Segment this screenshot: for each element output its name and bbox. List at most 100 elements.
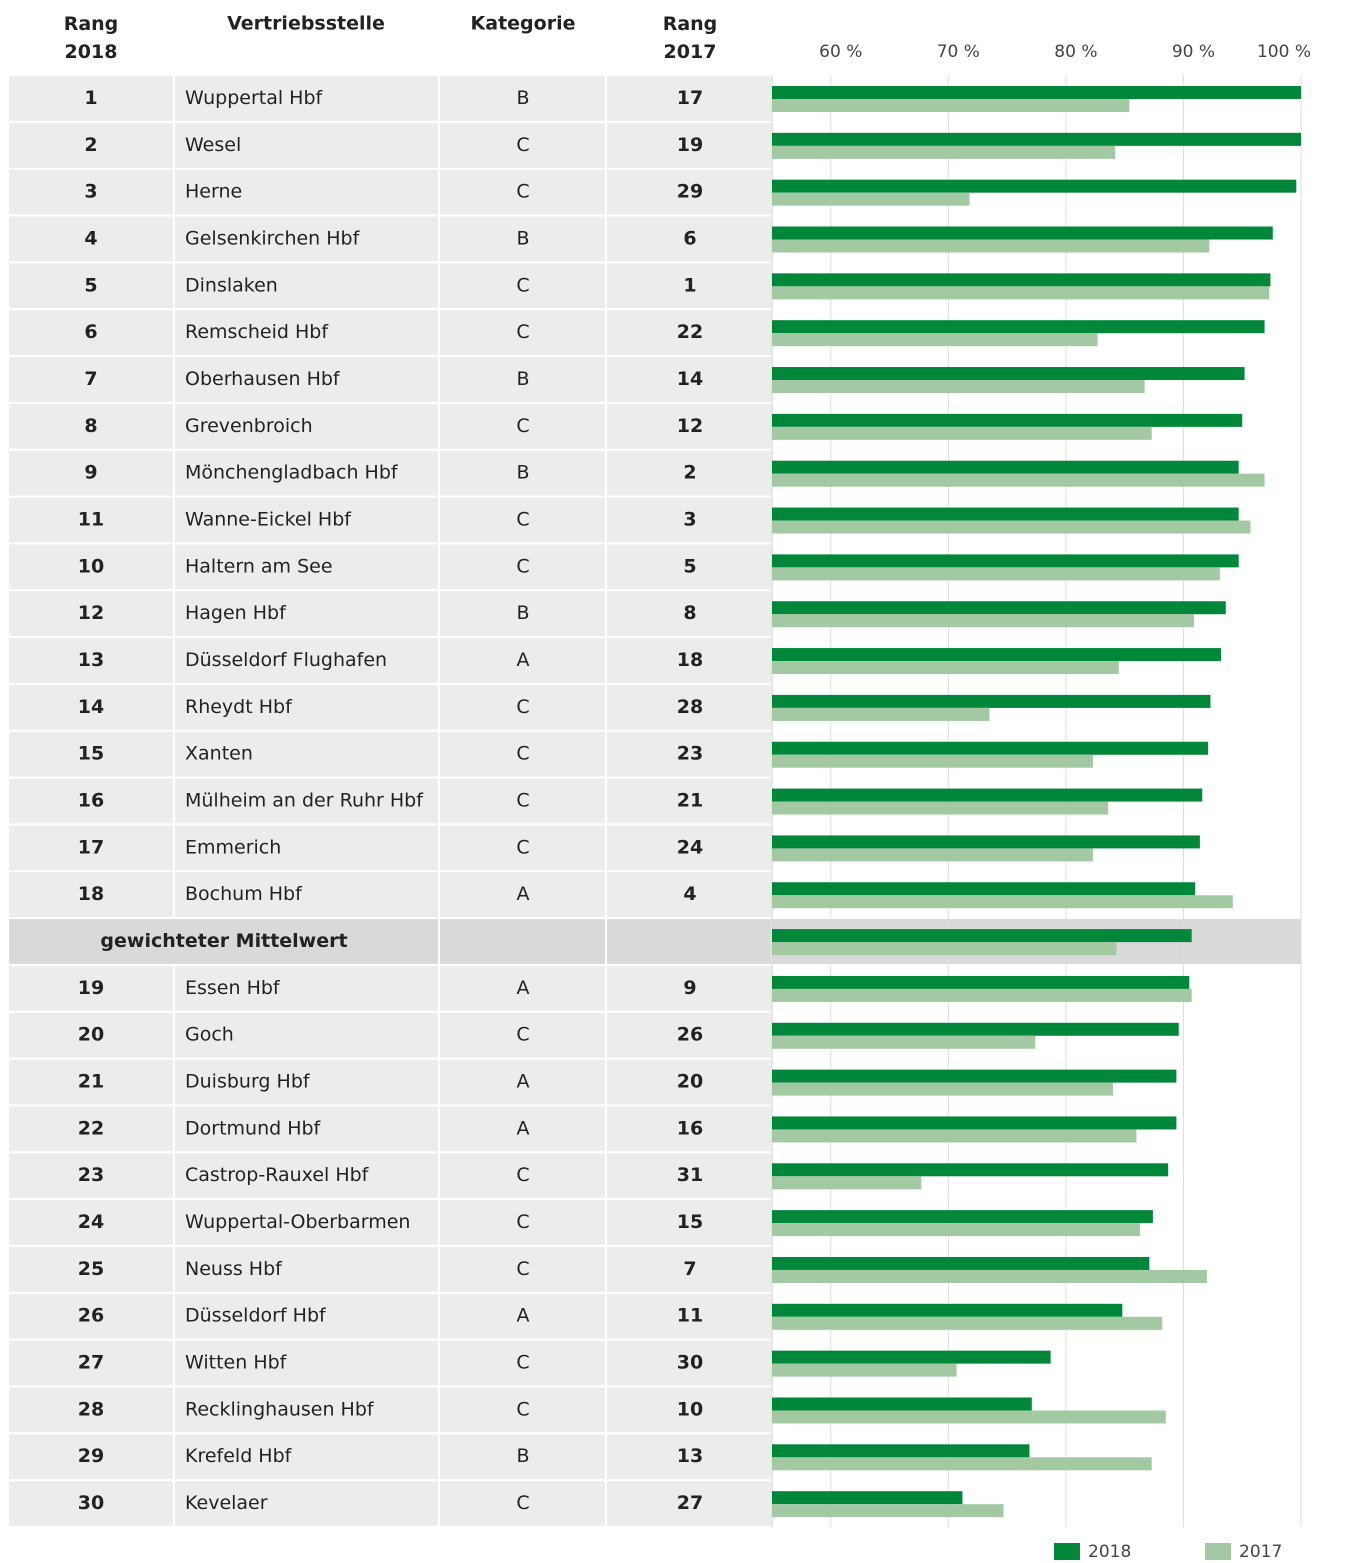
rank-2018: 18 — [78, 883, 104, 905]
column-header: Rang 2018 — [64, 13, 119, 63]
bar — [772, 473, 1265, 487]
bar — [772, 286, 1270, 300]
cell-bg — [607, 778, 771, 824]
category: C — [516, 555, 529, 577]
cell-bg — [607, 310, 771, 356]
category: C — [516, 181, 529, 203]
cell-bg — [440, 450, 605, 496]
bar — [772, 273, 1271, 287]
cell-bg — [175, 450, 438, 496]
category: B — [516, 227, 529, 249]
rank-2018: 3 — [84, 181, 97, 203]
cell-bg — [607, 544, 771, 590]
category: C — [516, 1398, 529, 1420]
cell-bg — [175, 965, 438, 1011]
rank-2018: 23 — [78, 1164, 104, 1186]
x-tick-label: 60 % — [819, 42, 862, 62]
cell-bg — [175, 169, 438, 215]
cell-bg — [175, 122, 438, 168]
bar — [772, 1022, 1179, 1036]
cell-bg — [175, 1106, 438, 1152]
rank-2017: 3 — [683, 508, 696, 530]
cell-bg — [9, 825, 173, 871]
bar — [772, 226, 1273, 240]
bar — [772, 1316, 1163, 1330]
legend-label: 2018 — [1088, 1542, 1131, 1562]
bar — [772, 333, 1098, 347]
category: B — [516, 368, 529, 390]
cell-bg — [440, 263, 605, 309]
station-name: Grevenbroich — [185, 415, 313, 437]
station-name: Mülheim an der Ruhr Hbf — [185, 790, 424, 812]
rank-2017: 18 — [677, 649, 703, 671]
bar — [772, 1350, 1051, 1364]
rank-2017: 27 — [677, 1492, 703, 1514]
cell-bg — [607, 638, 771, 683]
station-name: Herne — [185, 181, 242, 203]
cell-bg — [9, 638, 173, 683]
cell-bg — [175, 1387, 438, 1433]
row-bg — [607, 919, 771, 964]
rank-2017: 10 — [677, 1398, 703, 1420]
station-name: Haltern am See — [185, 555, 333, 577]
category: C — [516, 836, 529, 858]
rank-2018: 28 — [78, 1398, 104, 1420]
x-tick-label: 70 % — [937, 42, 980, 62]
rank-2017: 13 — [677, 1445, 703, 1467]
cell-bg — [175, 310, 438, 356]
rank-2018: 11 — [78, 508, 104, 530]
cell-bg — [607, 1012, 771, 1058]
cell-bg — [440, 1012, 605, 1058]
cell-bg — [440, 684, 605, 730]
rank-2018: 19 — [78, 977, 104, 999]
cell-bg — [607, 263, 771, 309]
cell-bg — [9, 1481, 173, 1526]
station-name: Castrop-Rauxel Hbf — [185, 1164, 370, 1186]
category: B — [516, 462, 529, 484]
category: C — [516, 790, 529, 812]
cell-bg — [9, 1246, 173, 1292]
cell-bg — [9, 591, 173, 637]
cell-bg — [175, 731, 438, 777]
rank-2017: 31 — [677, 1164, 703, 1186]
rank-2018: 2 — [84, 134, 97, 156]
cell-bg — [9, 310, 173, 356]
cell-bg — [9, 778, 173, 824]
station-name: Mönchengladbach Hbf — [185, 462, 399, 484]
bar — [772, 648, 1222, 662]
cell-bg — [9, 76, 173, 121]
rank-2017: 29 — [677, 181, 703, 203]
station-name: Wuppertal Hbf — [185, 87, 324, 109]
category: C — [516, 1258, 529, 1280]
category: C — [516, 696, 529, 718]
bar — [772, 788, 1203, 802]
category: A — [517, 883, 530, 905]
category: B — [516, 602, 529, 624]
cell-bg — [607, 825, 771, 871]
cell-bg — [440, 872, 605, 918]
rank-2017: 7 — [683, 1258, 696, 1280]
cell-bg — [175, 1153, 438, 1199]
mean-label: gewichteter Mittelwert — [100, 930, 347, 952]
cell-bg — [175, 544, 438, 590]
cell-bg — [175, 263, 438, 309]
legend-label: 2017 — [1239, 1542, 1282, 1562]
bar — [772, 99, 1130, 112]
column-header: Kategorie — [471, 13, 576, 35]
category: B — [516, 1445, 529, 1467]
column-header: Rang 2017 — [663, 13, 718, 63]
rank-2017: 26 — [677, 1024, 703, 1046]
station-name: Goch — [185, 1024, 234, 1046]
cell-bg — [9, 1340, 173, 1386]
cell-bg — [175, 872, 438, 918]
cell-bg — [440, 591, 605, 637]
cell-bg — [9, 122, 173, 168]
cell-bg — [175, 1246, 438, 1292]
cell-bg — [607, 1434, 771, 1480]
cell-bg — [607, 731, 771, 777]
cell-bg — [607, 1106, 771, 1152]
cell-bg — [175, 497, 438, 543]
cell-bg — [607, 1293, 771, 1339]
category: B — [516, 87, 529, 109]
station-name: Xanten — [185, 743, 253, 765]
